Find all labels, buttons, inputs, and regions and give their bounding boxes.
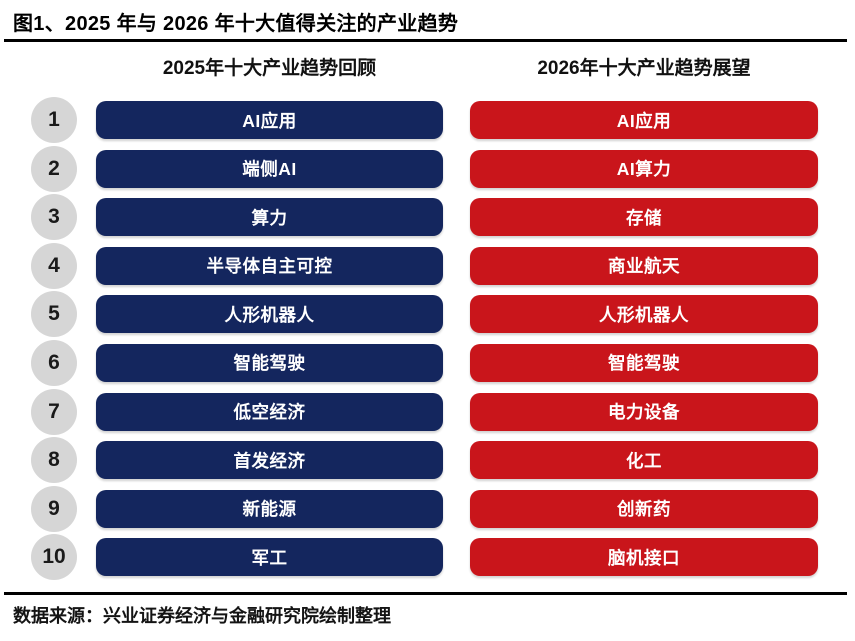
rank-badge: 4 [31, 242, 77, 289]
trend-2025-item: 低空经济 [96, 392, 443, 431]
trend-row-2: 2 端侧AI AI算力 [0, 145, 855, 192]
trend-2025-item: 智能驾驶 [96, 343, 443, 382]
trend-2026-item: 智能驾驶 [470, 343, 818, 382]
trend-2026-item: AI应用 [470, 101, 818, 139]
trend-row-5: 5 人形机器人 人形机器人 [0, 291, 855, 338]
trend-2025-item: 新能源 [96, 489, 443, 528]
trend-2026-item: 脑机接口 [470, 538, 818, 577]
trend-row-9: 9 新能源 创新药 [0, 485, 855, 532]
title-divider [4, 39, 847, 42]
trend-2025-item: 算力 [96, 198, 443, 237]
column-header-2025: 2025年十大产业趋势回顾 [162, 58, 377, 79]
trend-row-10: 10 军工 脑机接口 [0, 534, 855, 581]
column-headers: 2025年十大产业趋势回顾 2026年十大产业趋势展望 [0, 53, 855, 80]
trend-2026-item: 创新药 [470, 489, 818, 528]
footer-divider [4, 592, 847, 595]
trend-row-7: 7 低空经济 电力设备 [0, 388, 855, 435]
trend-row-1: 1 AI应用 AI应用 [0, 97, 855, 143]
trend-2025-item: 半导体自主可控 [96, 246, 443, 285]
trend-rows: 1 AI应用 AI应用 2 端侧AI AI算力 3 算力 存储 4 半导体自主可… [0, 97, 855, 581]
trend-2025-item: 人形机器人 [96, 295, 443, 334]
rank-badge: 6 [31, 339, 77, 386]
trend-row-4: 4 半导体自主可控 商业航天 [0, 242, 855, 289]
trend-2025-item: 端侧AI [96, 149, 443, 188]
trend-2026-item: 电力设备 [470, 392, 818, 431]
trend-row-8: 8 首发经济 化工 [0, 437, 855, 484]
rank-badge: 3 [31, 194, 77, 241]
data-source-note: 数据来源：兴业证券经济与金融研究院绘制整理 [13, 606, 391, 626]
trend-2026-item: 存储 [470, 198, 818, 237]
trend-2026-item: 商业航天 [470, 246, 818, 285]
trend-2026-item: 化工 [470, 441, 818, 480]
figure-title: 图1、2025 年与 2026 年十大值得关注的产业趋势 [13, 13, 459, 35]
trend-2026-item: AI算力 [470, 149, 818, 188]
rank-badge: 9 [31, 485, 77, 532]
rank-badge: 8 [31, 437, 77, 484]
rank-badge: 7 [31, 388, 77, 435]
rank-badge: 1 [31, 97, 77, 143]
trend-2025-item: AI应用 [96, 101, 443, 139]
trend-2025-item: 军工 [96, 538, 443, 577]
trend-2025-item: 首发经济 [96, 441, 443, 480]
column-header-2026: 2026年十大产业趋势展望 [537, 58, 751, 79]
trend-row-3: 3 算力 存储 [0, 194, 855, 241]
rank-badge: 5 [31, 291, 77, 338]
trend-2026-item: 人形机器人 [470, 295, 818, 334]
rank-badge: 10 [31, 534, 77, 581]
trend-row-6: 6 智能驾驶 智能驾驶 [0, 339, 855, 386]
rank-badge: 2 [31, 145, 77, 192]
